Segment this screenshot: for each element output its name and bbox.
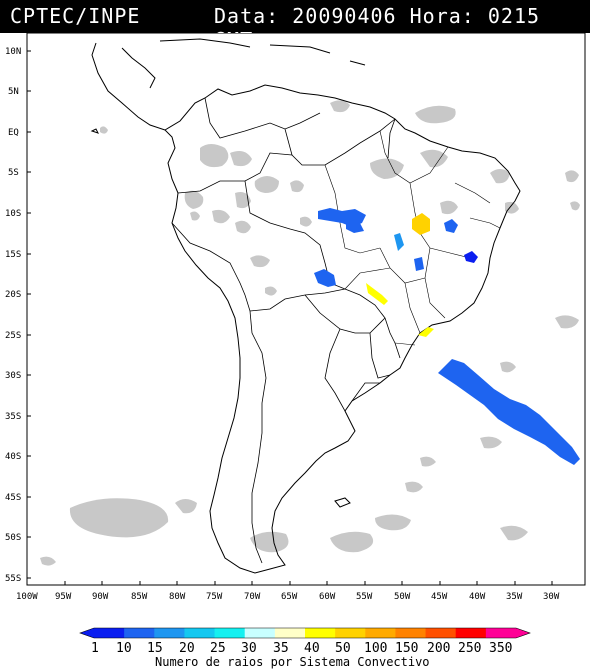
lon-label: 40W — [469, 592, 486, 602]
legend-swatch — [485, 628, 517, 638]
lat-label: 50S — [5, 533, 21, 543]
lat-label: EQ — [8, 128, 19, 138]
lon-label: 45W — [431, 592, 448, 602]
legend-swatch — [335, 628, 366, 638]
lat-label: 10N — [5, 47, 21, 57]
storm-cell — [444, 219, 458, 233]
map-frame — [26, 33, 586, 586]
legend-value: 250 — [458, 641, 481, 656]
legend-value: 10 — [116, 641, 132, 656]
convective-systems — [314, 208, 580, 465]
legend-value: 350 — [489, 641, 512, 656]
lon-label: 80W — [169, 592, 186, 602]
legend-swatch — [124, 628, 155, 638]
longitude-labels: 100W 95W 90W 85W 80W 75W 70W 65W 60W 55W… — [16, 592, 560, 602]
legend-swatch — [365, 628, 396, 638]
legend-caption: Numero de raios por Sistema Convectivo — [155, 655, 430, 669]
legend-value: 100 — [364, 641, 387, 656]
color-scale-legend: 1 10 15 20 25 30 35 40 50 100 150 200 25… — [79, 627, 531, 669]
legend-value: 50 — [335, 641, 351, 656]
storm-cell — [314, 269, 336, 287]
storm-cell — [418, 327, 434, 337]
lat-label: 40S — [5, 452, 21, 462]
legend-swatch — [184, 628, 216, 638]
legend-swatch — [455, 628, 487, 638]
source-label: CPTEC/INPE — [10, 4, 141, 28]
legend-swatch — [425, 628, 457, 638]
lon-label: 35W — [506, 592, 523, 602]
legend-swatch — [214, 628, 246, 638]
legend-swatch — [244, 628, 276, 638]
storm-cell — [394, 233, 404, 251]
storm-cell — [464, 251, 478, 263]
map-header: CPTEC/INPE Data: 20090406 Hora: 0215 GMT — [0, 0, 590, 52]
legend-arrow-left — [80, 628, 94, 638]
legend-swatch — [94, 628, 125, 638]
legend-value: 35 — [273, 641, 289, 656]
legend-values: 1 10 15 20 25 30 35 40 50 100 150 200 25… — [91, 641, 512, 656]
legend-value: 40 — [304, 641, 320, 656]
legend-swatch — [154, 628, 185, 638]
legend-value: 150 — [395, 641, 418, 656]
lightning-map: 10N 5N EQ 5S 10S 15S 20S 25S 30S 35S 40S… — [5, 33, 586, 602]
lat-label: 5N — [8, 87, 19, 97]
lon-label: 50W — [394, 592, 411, 602]
lon-label: 30W — [543, 592, 560, 602]
legend-value: 20 — [179, 641, 195, 656]
lon-label: 65W — [281, 592, 298, 602]
storm-cell — [438, 359, 580, 465]
lat-label: 30S — [5, 371, 21, 381]
legend-value: 15 — [147, 641, 163, 656]
lat-label: 15S — [5, 250, 21, 260]
lon-label: 90W — [92, 592, 109, 602]
cloud-cover — [40, 100, 580, 566]
legend-swatches — [79, 627, 531, 639]
state-borders — [324, 130, 501, 346]
legend-value: 30 — [241, 641, 257, 656]
lon-label: 100W — [16, 592, 38, 602]
lat-label: 5S — [8, 168, 19, 178]
lon-label: 85W — [131, 592, 148, 602]
lon-label: 60W — [319, 592, 336, 602]
lat-label: 55S — [5, 574, 21, 584]
storm-cell — [414, 257, 424, 271]
latitude-labels: 10N 5N EQ 5S 10S 15S 20S 25S 30S 35S 40S… — [5, 47, 21, 584]
lon-label: 95W — [55, 592, 72, 602]
legend-arrow-right — [516, 628, 530, 638]
legend-swatch — [395, 628, 427, 638]
legend-value: 1 — [91, 641, 99, 656]
legend-swatch — [305, 628, 336, 638]
lon-label: 75W — [206, 592, 223, 602]
frame-ticks — [26, 50, 553, 585]
legend-value: 25 — [210, 641, 226, 656]
lat-label: 25S — [5, 331, 21, 341]
storm-cell — [366, 283, 388, 305]
lat-label: 45S — [5, 493, 21, 503]
storm-cell — [412, 213, 430, 235]
legend-swatch — [274, 628, 306, 638]
lat-label: 20S — [5, 290, 21, 300]
lat-label: 35S — [5, 412, 21, 422]
legend-value: 200 — [427, 641, 450, 656]
lat-label: 10S — [5, 209, 21, 219]
storm-cell — [346, 221, 364, 233]
legend-outline — [79, 627, 531, 639]
lon-label: 55W — [356, 592, 373, 602]
lon-label: 70W — [244, 592, 261, 602]
